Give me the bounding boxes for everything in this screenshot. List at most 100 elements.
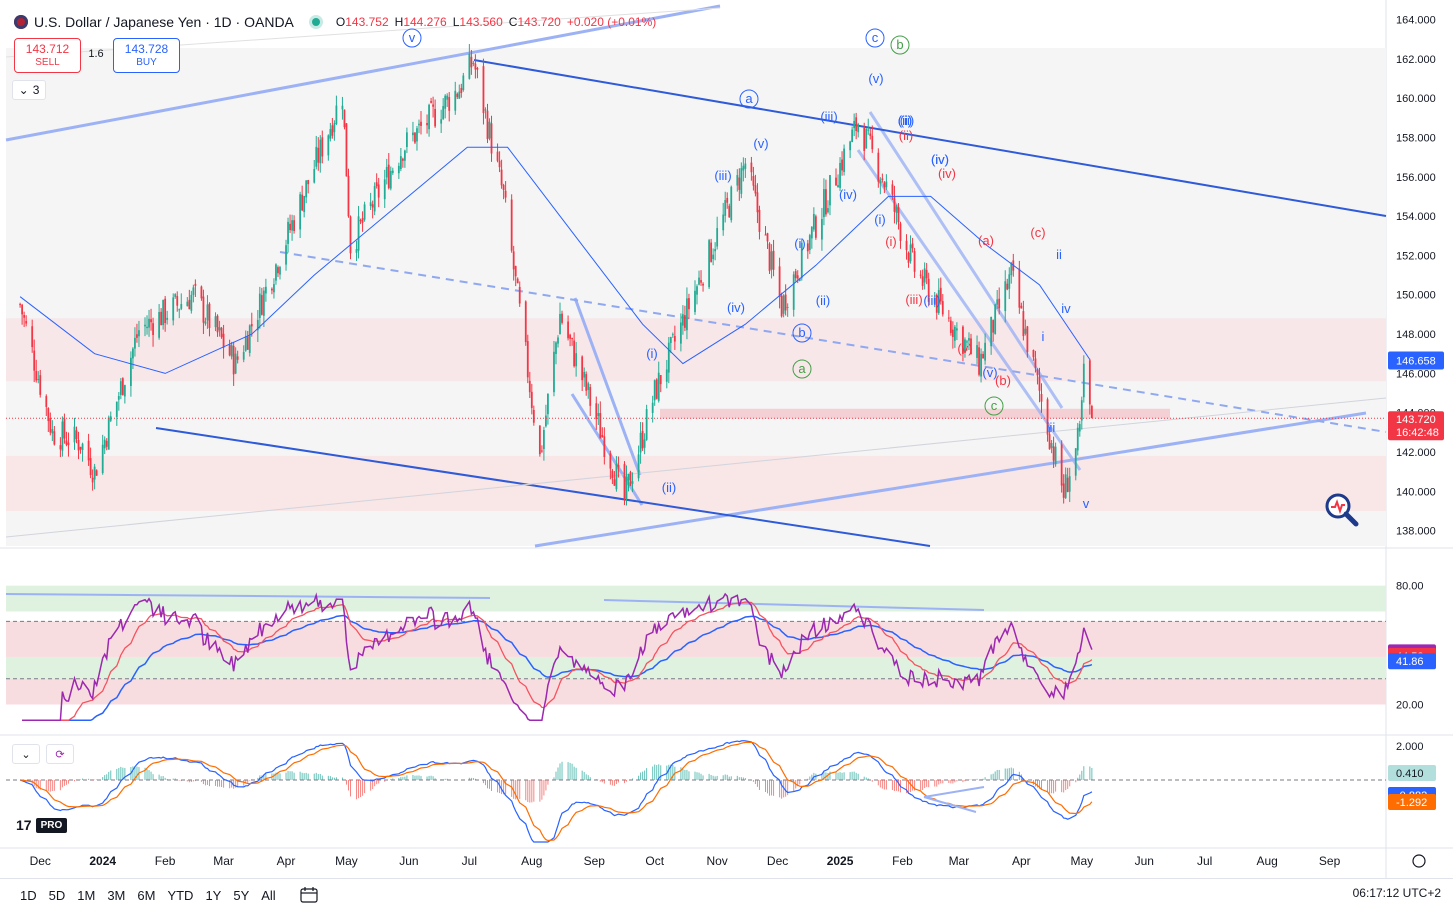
candle-body: [289, 223, 291, 231]
candle: [567, 315, 569, 341]
candle-body: [641, 430, 644, 449]
range-all[interactable]: All: [261, 887, 276, 903]
candle-body: [617, 464, 620, 467]
range-1m[interactable]: 1M: [77, 887, 96, 903]
candle: [468, 44, 471, 80]
time-tick-label: Apr: [277, 854, 296, 868]
candle-body: [73, 426, 76, 443]
candle-body: [160, 311, 163, 326]
candle: [369, 192, 372, 211]
candle: [939, 277, 942, 305]
candle-body: [200, 286, 203, 299]
range-1y[interactable]: 1Y: [205, 887, 222, 903]
sell-button[interactable]: 143.712 SELL: [14, 38, 81, 73]
candle-body: [1004, 281, 1007, 312]
candle-body: [829, 175, 831, 206]
candle-body: [752, 176, 755, 186]
date-range-icon[interactable]: [300, 887, 318, 903]
candle: [895, 204, 898, 225]
candle: [1088, 358, 1091, 415]
candle-body: [115, 401, 118, 417]
supply-zone: [6, 318, 1386, 382]
wave-label-circle: [792, 359, 812, 379]
candle: [273, 278, 275, 299]
range-6m[interactable]: 6M: [137, 887, 156, 903]
candle: [488, 118, 491, 141]
range-1d[interactable]: 1D: [20, 887, 37, 903]
candle-body: [1010, 263, 1013, 276]
candle: [418, 119, 420, 134]
time-tick-label: Sep: [584, 854, 606, 868]
candle: [623, 461, 626, 506]
candle: [146, 315, 148, 335]
candle-body: [827, 208, 829, 213]
candle: [89, 447, 92, 479]
candle: [355, 240, 358, 262]
candle-body: [61, 421, 64, 451]
candle: [955, 322, 958, 341]
candle-body: [583, 371, 586, 378]
candle: [63, 413, 66, 444]
indicators-toggle[interactable]: ⌄ 3: [12, 80, 46, 100]
demand-zone: [6, 455, 1386, 511]
time-tick-label: Jun: [399, 854, 418, 868]
candle-body: [716, 228, 719, 247]
candle-body: [1080, 400, 1083, 421]
candle-body: [978, 347, 980, 375]
candle: [1046, 397, 1049, 442]
symbol-title[interactable]: U.S. Dollar / Japanese Yen · 1D · OANDA: [34, 14, 294, 30]
magnifier-icon[interactable]: [1322, 490, 1362, 530]
chevron-down-icon: ⌄: [18, 83, 29, 97]
candle-body: [363, 204, 366, 220]
range-3m[interactable]: 3M: [107, 887, 126, 903]
candle-body: [1078, 424, 1081, 432]
candle-body: [528, 380, 531, 393]
wave-label: (iii): [905, 292, 922, 307]
wave-label: (ii): [899, 128, 913, 143]
candle: [202, 289, 205, 335]
candle-body: [430, 101, 432, 103]
candle: [613, 471, 616, 486]
time-axis: Dec 2024 Feb Mar Apr May Jun Jul Aug Sep Oct Nov Dec…: [30, 854, 1426, 868]
candle-body: [542, 429, 545, 449]
candle: [397, 162, 400, 179]
wave-label: (iv): [727, 300, 745, 315]
candle: [682, 305, 684, 335]
range-ytd[interactable]: YTD: [167, 887, 194, 903]
candle: [851, 126, 854, 143]
candle-body: [244, 336, 247, 351]
candle-body: [264, 286, 267, 294]
candle: [188, 289, 191, 310]
refresh-icon[interactable]: ⟳: [46, 744, 74, 764]
utc-clock[interactable]: 06:17:12 UTC+2: [1352, 886, 1441, 900]
candle: [778, 257, 781, 309]
candle: [679, 313, 682, 352]
candle: [115, 401, 118, 426]
candle: [119, 378, 122, 400]
candle-body: [164, 298, 167, 324]
candle: [391, 167, 394, 175]
candle-body: [347, 175, 350, 217]
candle: [440, 109, 443, 134]
chevron-down-icon[interactable]: ⌄: [12, 744, 40, 764]
candle: [486, 103, 489, 144]
time-tick-label: May: [1070, 854, 1093, 868]
candle: [545, 404, 547, 428]
candle: [416, 125, 418, 151]
range-5d[interactable]: 5D: [48, 887, 66, 903]
candle: [524, 300, 527, 346]
buy-button[interactable]: 143.728 BUY: [113, 38, 180, 73]
candle-body: [538, 425, 541, 455]
candle: [434, 99, 437, 128]
candle: [456, 92, 459, 100]
candle-body: [256, 319, 259, 331]
candle: [849, 140, 852, 159]
range-5y[interactable]: 5Y: [233, 887, 250, 903]
candle-body: [248, 325, 251, 353]
candle: [806, 239, 809, 259]
sell-label: SELL: [35, 56, 60, 68]
candle-body: [134, 337, 136, 349]
price-tick-label: 142.000: [1396, 447, 1436, 459]
